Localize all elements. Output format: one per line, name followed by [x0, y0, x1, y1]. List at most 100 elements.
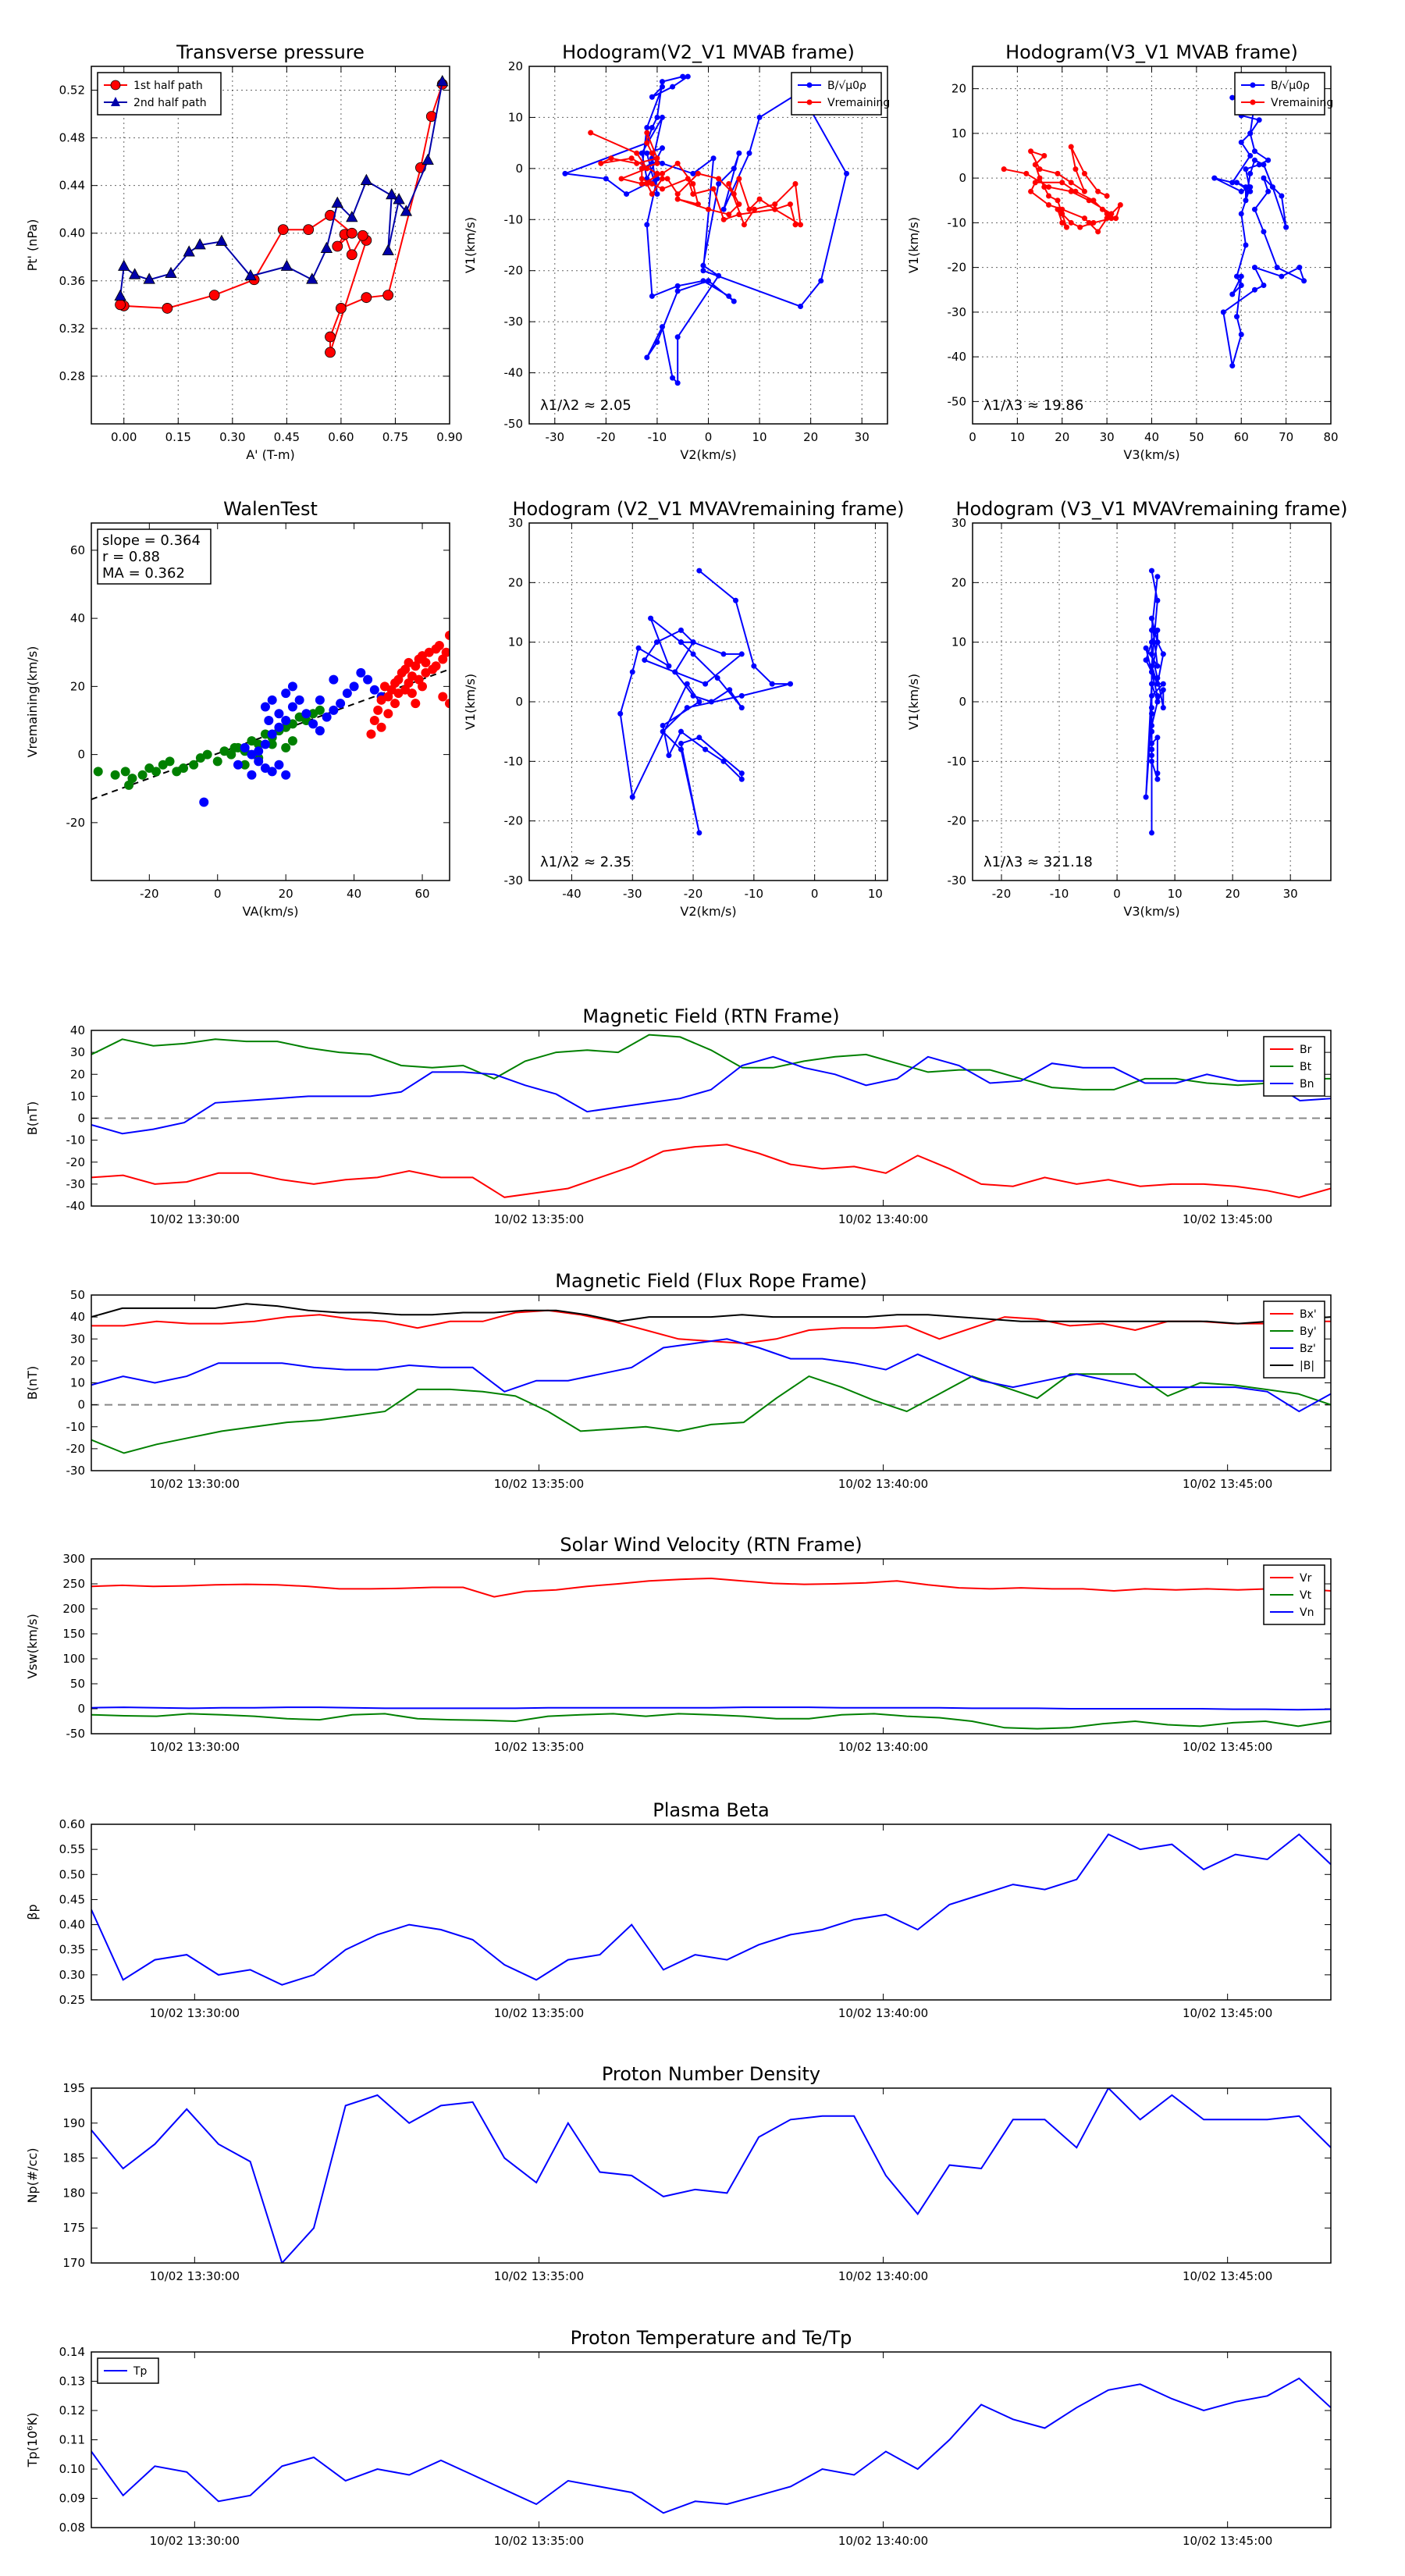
data-point	[670, 84, 676, 90]
x-tick-label: 20	[279, 887, 293, 901]
plot-area	[91, 630, 450, 807]
data-point	[738, 705, 745, 711]
y-tick-label: 40	[70, 1310, 85, 1324]
data-point	[254, 756, 264, 767]
x-tick-label: 10/02 13:35:00	[494, 1740, 584, 1754]
data-point	[445, 630, 450, 640]
x-tick-label: 0	[705, 430, 713, 444]
data-point	[1261, 175, 1267, 181]
data-point	[727, 687, 733, 693]
data-point	[644, 130, 650, 136]
data-point	[1041, 184, 1048, 190]
data-point	[1154, 692, 1161, 699]
data-point	[772, 201, 778, 208]
data-point	[1154, 674, 1161, 681]
series-line	[91, 1303, 1331, 1325]
data-point	[260, 702, 270, 712]
data-point	[179, 763, 189, 774]
x-tick-label: 0	[969, 430, 976, 444]
data-point	[674, 191, 681, 197]
data-point	[229, 742, 240, 753]
data-point	[183, 245, 195, 257]
y-tick-label: 195	[62, 2081, 85, 2095]
data-point	[165, 756, 175, 767]
data-point	[1143, 657, 1149, 664]
data-point	[635, 645, 642, 651]
data-point	[1086, 219, 1092, 226]
data-point	[1149, 663, 1154, 669]
series-line	[119, 84, 443, 353]
x-tick-label: 10/02 13:35:00	[494, 2269, 584, 2283]
data-point	[716, 176, 722, 182]
y-tick-label: 0.35	[59, 1943, 85, 1957]
data-point	[233, 760, 243, 770]
data-point	[700, 278, 706, 284]
legend-marker	[806, 99, 813, 105]
data-point	[562, 170, 568, 176]
data-point	[1149, 723, 1154, 729]
data-point	[1251, 265, 1257, 271]
y-tick-label: 20	[70, 679, 85, 693]
chart-title: Proton Temperature and Te/Tp	[571, 2327, 852, 2349]
data-point	[1256, 117, 1262, 123]
data-point	[756, 196, 763, 202]
series-line	[564, 76, 848, 386]
data-point	[588, 130, 594, 136]
chart-tp: 0.00 0.15 0.30 0.45 0.60 0.75 0.90 0.28 0.32 0.36…	[25, 41, 463, 462]
chart-h3: -40 -30 -20 -10 0 10 -30 -20 -10 0 10 20 30Hodogram …	[463, 498, 905, 919]
data-point	[660, 723, 666, 729]
data-point	[336, 699, 346, 709]
data-point	[642, 657, 648, 664]
data-point	[659, 170, 665, 176]
data-point	[714, 674, 720, 681]
data-point	[404, 678, 414, 688]
data-point	[1279, 193, 1285, 199]
data-point	[1113, 215, 1119, 222]
data-point	[700, 262, 706, 269]
y-tick-label: -30	[948, 305, 967, 319]
data-point	[659, 145, 665, 151]
data-point	[678, 740, 684, 746]
data-point	[1072, 188, 1079, 194]
data-point	[1160, 651, 1166, 657]
data-point	[690, 692, 696, 699]
x-tick-label: 0.75	[382, 430, 408, 444]
data-point	[360, 173, 373, 185]
x-tick-label: 10/02 13:45:00	[1183, 2534, 1272, 2548]
chart-title: Plasma Beta	[653, 1799, 769, 1821]
chart-np: 10/02 13:30:00 10/02 13:35:00 10/02 13:40:…	[25, 2063, 1332, 2283]
data-point	[1247, 130, 1254, 137]
data-point	[736, 176, 742, 182]
plot-area	[91, 2377, 1331, 2514]
plot-area	[91, 1833, 1331, 1986]
data-point	[199, 797, 209, 807]
annotation-box	[97, 528, 212, 585]
data-point	[438, 692, 448, 702]
x-tick-label: -20	[684, 887, 703, 901]
data-point	[710, 155, 717, 162]
data-point	[1149, 627, 1154, 633]
data-point	[1104, 211, 1110, 217]
data-point	[281, 715, 291, 725]
data-point	[1149, 758, 1154, 764]
data-point	[1104, 215, 1110, 222]
chart-title: Proton Number Density	[602, 2063, 820, 2085]
data-point	[844, 170, 850, 176]
y-tick-label: 200	[62, 1602, 85, 1616]
y-tick-label: 20	[508, 575, 523, 589]
data-point	[1251, 286, 1257, 293]
data-point	[1095, 229, 1101, 235]
plot-frame	[91, 66, 450, 425]
legend-label: B/√μ0ρ	[1271, 80, 1310, 92]
data-point	[1261, 229, 1267, 235]
data-point	[628, 155, 635, 162]
y-tick-label: 0.40	[59, 1918, 85, 1932]
data-point	[267, 695, 277, 705]
y-tick-label: -40	[66, 1199, 86, 1213]
legend-label: Vn	[1300, 1606, 1314, 1619]
data-point	[162, 303, 173, 314]
x-tick-label: 10/02 13:35:00	[494, 2006, 584, 2020]
data-point	[1154, 574, 1161, 580]
